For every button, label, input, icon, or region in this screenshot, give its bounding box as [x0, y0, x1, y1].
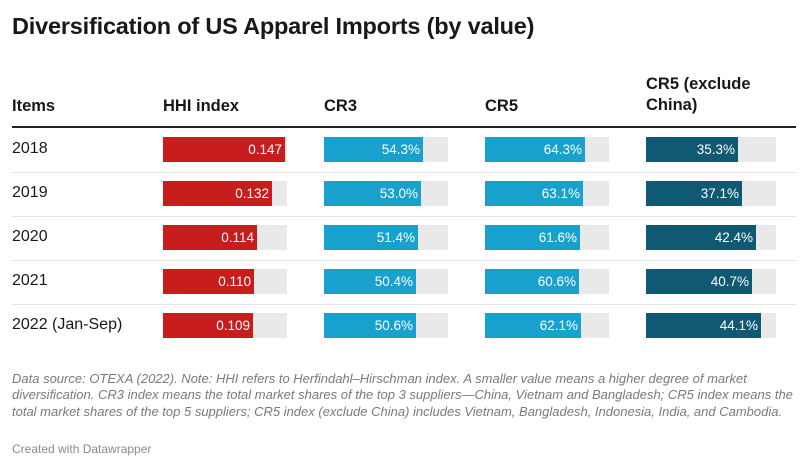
bar-track-cr5x: 42.4% [646, 225, 776, 250]
row-divider [12, 172, 796, 173]
table-row: 2019 0.132 53.0% 63.1% 37.1% [0, 172, 807, 216]
column-header-items: Items [12, 97, 56, 115]
bar-track-cr5x: 37.1% [646, 181, 776, 206]
bar-track-cr5: 64.3% [485, 137, 609, 162]
bar-track-cr3: 51.4% [324, 225, 448, 250]
bar-value-label-cr5x: 40.7% [710, 274, 749, 289]
bar-track-hhi: 0.132 [163, 181, 287, 206]
bar-track-cr5: 62.1% [485, 313, 609, 338]
bar-cr5x [646, 313, 761, 338]
header-rule [12, 126, 796, 128]
column-header-cr3: CR3 [324, 97, 358, 115]
bar-cr3 [324, 137, 423, 162]
table-row: 2020 0.114 51.4% 61.6% 42.4% [0, 216, 807, 260]
row-label: 2022 (Jan-Sep) [12, 316, 123, 333]
column-header-cr5-exclude-china: CR5 (exclude China) [646, 75, 751, 114]
bar-cr5x [646, 225, 756, 250]
bar-cr5 [485, 313, 581, 338]
row-label: 2020 [12, 228, 48, 245]
column-header-hhi: HHI index [163, 97, 240, 115]
bar-value-label-cr3: 53.0% [379, 186, 418, 201]
bar-hhi [163, 181, 272, 206]
bar-cr3 [324, 225, 418, 250]
row-divider [12, 216, 796, 217]
bar-value-label-cr5: 61.6% [538, 230, 577, 245]
bar-track-hhi: 0.114 [163, 225, 287, 250]
bar-value-label-cr3: 50.4% [374, 274, 413, 289]
table-row: 2018 0.147 54.3% 64.3% 35.3% [0, 128, 807, 172]
bar-value-label-cr5x: 44.1% [719, 318, 758, 333]
row-label: 2019 [12, 184, 48, 201]
bar-value-label-cr5x: 35.3% [696, 142, 735, 157]
bar-track-cr3: 54.3% [324, 137, 448, 162]
bar-value-label-cr5x: 37.1% [700, 186, 739, 201]
bar-value-label-cr3: 51.4% [376, 230, 415, 245]
bar-track-cr5: 61.6% [485, 225, 609, 250]
row-divider [12, 304, 796, 305]
table-row: 2021 0.110 50.4% 60.6% 40.7% [0, 260, 807, 304]
source-note: Data source: OTEXA (2022). Note: HHI ref… [12, 371, 793, 419]
bar-cr3 [324, 181, 421, 206]
credit-line: Created with Datawrapper [12, 442, 152, 456]
bar-hhi [163, 225, 257, 250]
bar-value-label-cr5: 64.3% [543, 142, 582, 157]
bar-track-hhi: 0.109 [163, 313, 287, 338]
bar-value-label-cr3: 50.6% [374, 318, 413, 333]
bar-cr5 [485, 225, 580, 250]
bar-hhi [163, 269, 254, 294]
bar-value-label-hhi: 0.109 [216, 318, 250, 333]
bar-cr3 [324, 269, 416, 294]
bar-hhi [163, 137, 285, 162]
bar-value-label-hhi: 0.110 [218, 274, 251, 289]
row-divider [12, 260, 796, 261]
bar-cr5 [485, 269, 579, 294]
table-row: 2022 (Jan-Sep) 0.109 50.6% 62.1% 44.1% [0, 304, 807, 348]
bar-value-label-cr3: 54.3% [381, 142, 420, 157]
bar-value-label-hhi: 0.114 [221, 230, 254, 245]
bar-track-cr5: 60.6% [485, 269, 609, 294]
bar-value-label-hhi: 0.132 [235, 186, 269, 201]
bar-cr5 [485, 181, 583, 206]
row-label: 2018 [12, 140, 48, 157]
bar-track-cr5: 63.1% [485, 181, 609, 206]
chart-title: Diversification of US Apparel Imports (b… [12, 13, 535, 39]
bar-value-label-hhi: 0.147 [248, 142, 282, 157]
bar-value-label-cr5: 62.1% [539, 318, 578, 333]
bar-track-cr5x: 44.1% [646, 313, 776, 338]
column-header-cr5: CR5 [485, 97, 519, 115]
bar-track-cr3: 53.0% [324, 181, 448, 206]
bar-hhi [163, 313, 253, 338]
bar-cr3 [324, 313, 416, 338]
row-label: 2021 [12, 272, 48, 289]
bar-track-cr5x: 40.7% [646, 269, 776, 294]
bar-cr5x [646, 269, 752, 294]
bar-track-cr3: 50.6% [324, 313, 448, 338]
bar-value-label-cr5: 63.1% [541, 186, 580, 201]
bar-track-hhi: 0.147 [163, 137, 287, 162]
bar-track-hhi: 0.110 [163, 269, 287, 294]
bar-value-label-cr5x: 42.4% [714, 230, 753, 245]
bar-cr5x [646, 181, 742, 206]
bar-cr5 [485, 137, 585, 162]
bar-cr5x [646, 137, 738, 162]
bar-track-cr3: 50.4% [324, 269, 448, 294]
bar-track-cr5x: 35.3% [646, 137, 776, 162]
bar-value-label-cr5: 60.6% [537, 274, 576, 289]
